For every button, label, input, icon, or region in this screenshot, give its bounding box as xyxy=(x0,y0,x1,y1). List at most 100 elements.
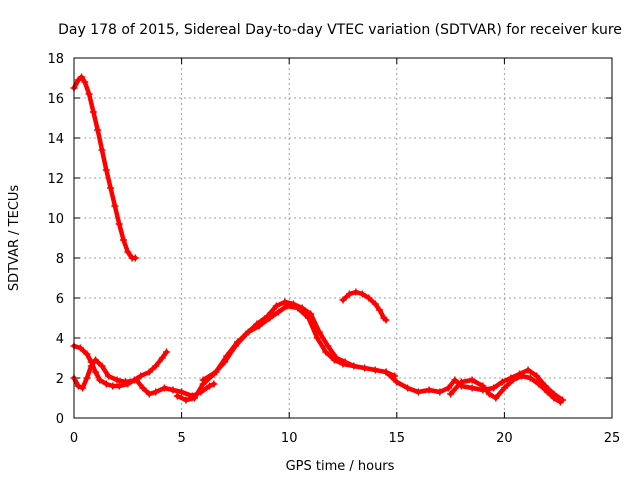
data-point xyxy=(98,146,106,154)
data-point xyxy=(89,108,97,116)
data-point xyxy=(234,338,242,346)
data-point xyxy=(199,376,207,384)
series-trace xyxy=(448,373,563,405)
data-point xyxy=(111,202,119,210)
data-point xyxy=(107,184,115,192)
data-point xyxy=(339,296,347,304)
series-arc-high xyxy=(70,73,139,262)
y-tick-label: 4 xyxy=(56,332,64,347)
y-tick-label: 8 xyxy=(56,252,64,267)
data-point xyxy=(330,356,338,364)
data-point xyxy=(255,322,263,330)
data-point xyxy=(498,378,506,386)
y-tick-label: 12 xyxy=(47,172,64,187)
data-point xyxy=(533,372,541,380)
x-tick-label: 20 xyxy=(496,431,513,446)
data-point xyxy=(500,384,508,392)
y-tick-label: 16 xyxy=(47,92,64,107)
data-point xyxy=(414,388,422,396)
data-point xyxy=(223,352,231,360)
data-point xyxy=(206,382,214,390)
data-point xyxy=(92,368,100,376)
data-point xyxy=(535,380,543,388)
data-point xyxy=(509,376,517,384)
axis-ticks: 0 5 10 15 20 25 0 2 4 6 8 10 12 14 16 18 xyxy=(47,52,620,446)
data-point xyxy=(139,384,147,392)
data-point xyxy=(131,254,139,262)
data-point xyxy=(115,382,123,390)
data-point xyxy=(137,372,145,380)
grid xyxy=(74,58,612,418)
data-point xyxy=(457,378,465,386)
data-point xyxy=(145,368,153,376)
data-point xyxy=(425,386,433,394)
y-tick-label: 14 xyxy=(47,132,64,147)
data-point xyxy=(98,362,106,370)
data-point xyxy=(173,392,181,400)
data-point xyxy=(182,396,190,404)
data-point xyxy=(96,376,104,384)
y-tick-label: 18 xyxy=(47,52,64,67)
y-tick-label: 2 xyxy=(56,372,64,387)
data-point xyxy=(339,360,347,368)
data-point xyxy=(79,384,87,392)
data-point xyxy=(524,366,532,374)
data-point xyxy=(526,374,534,382)
series-trace xyxy=(71,74,138,261)
x-tick-label: 10 xyxy=(281,431,298,446)
data-point xyxy=(102,380,110,388)
data-point xyxy=(468,376,476,384)
data-point xyxy=(518,372,526,380)
data-point xyxy=(83,350,91,358)
data-point xyxy=(307,310,315,318)
data-point xyxy=(85,90,93,98)
data-point xyxy=(382,316,390,324)
data-point xyxy=(543,388,551,396)
y-tick-label: 6 xyxy=(56,292,64,307)
data-point xyxy=(371,300,379,308)
chart-title: Day 178 of 2015, Sidereal Day-to-day VTE… xyxy=(58,22,622,38)
data-point xyxy=(122,378,130,386)
data-point xyxy=(92,356,100,364)
data-point xyxy=(163,348,171,356)
data-point xyxy=(444,384,452,392)
data-point xyxy=(556,398,564,406)
x-tick-label: 5 xyxy=(177,431,185,446)
data-point xyxy=(87,362,95,370)
data-point xyxy=(266,314,274,322)
data-point xyxy=(76,344,84,352)
data-point xyxy=(124,248,132,256)
data-point xyxy=(145,390,153,398)
data-point xyxy=(365,294,373,302)
y-tick-label: 10 xyxy=(47,212,64,227)
data-point xyxy=(81,78,89,86)
data-point xyxy=(404,384,412,392)
x-axis-label: GPS time / hours xyxy=(286,459,395,474)
data-point xyxy=(382,368,390,376)
series-arc-d xyxy=(199,302,358,384)
y-axis-label: SDTVAR / TECUs xyxy=(7,185,22,292)
data-point xyxy=(191,394,199,402)
x-tick-label: 25 xyxy=(604,431,621,446)
data-point xyxy=(210,380,218,388)
data-point xyxy=(119,236,127,244)
data-point xyxy=(485,390,493,398)
data-point xyxy=(305,314,313,322)
data-point xyxy=(158,354,166,362)
x-tick-label: 0 xyxy=(70,431,78,446)
data-point xyxy=(113,376,121,384)
data-point xyxy=(94,126,102,134)
x-tick-label: 15 xyxy=(389,431,406,446)
data-point xyxy=(350,362,358,370)
data-point xyxy=(358,290,366,298)
data-point xyxy=(102,166,110,174)
data-point xyxy=(212,368,220,376)
data-point xyxy=(132,376,140,384)
data-point xyxy=(393,378,401,386)
data-series xyxy=(70,73,567,406)
data-point xyxy=(371,366,379,374)
data-point xyxy=(152,362,160,370)
series-trace xyxy=(200,303,357,383)
data-point xyxy=(152,388,160,396)
